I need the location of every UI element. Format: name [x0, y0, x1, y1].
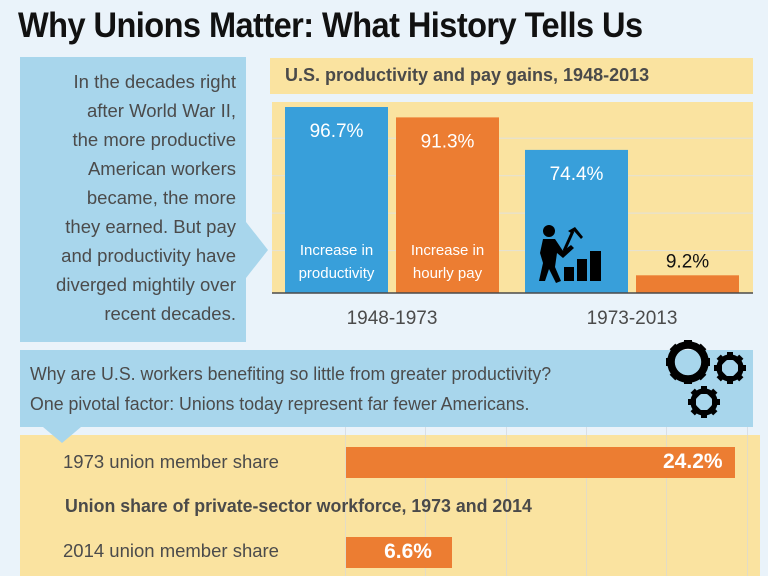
- page-title: Why Unions Matter: What History Tells Us: [18, 6, 643, 45]
- question-line-1: Why are U.S. workers benefiting so littl…: [30, 363, 552, 384]
- question-callout: Why are U.S. workers benefiting so littl…: [20, 350, 753, 427]
- gridline: [586, 427, 587, 435]
- gridline: [425, 435, 426, 576]
- category-label-1948-1973: 1948-1973: [346, 308, 438, 329]
- bar-texts: 96.7% 74.4% Increase in productivity 91.3% 9.…: [299, 121, 710, 282]
- union-share-bar-2014: [346, 537, 453, 568]
- gridline: [345, 427, 346, 435]
- bars: [285, 107, 739, 293]
- intro-callout: In the decades right after World War II,…: [20, 57, 246, 342]
- union-share-title: Union share of private-sector workforce,…: [65, 495, 532, 516]
- gridline: [506, 427, 507, 435]
- gridlines: [272, 137, 753, 252]
- question-callout-pointer: [43, 427, 81, 443]
- bar-value-label: 91.3%: [421, 131, 475, 152]
- row-label-1973: 1973 union member share: [63, 451, 279, 472]
- plot-area: [272, 102, 753, 293]
- gridline: [425, 427, 426, 435]
- worker-with-pickaxe-icon: [539, 225, 601, 283]
- gridline: [586, 435, 587, 576]
- gridline: [506, 435, 507, 576]
- series-label: productivity: [299, 265, 375, 282]
- chart-title-bar: U.S. productivity and pay gains, 1948-20…: [270, 58, 753, 94]
- category-label-1973-2013: 1973-2013: [586, 308, 678, 329]
- union-share-bar-1973: [346, 447, 735, 478]
- series-label: Increase in: [300, 242, 373, 259]
- row-label-2014: 2014 union member share: [63, 540, 279, 561]
- bar-value-label: 74.4%: [550, 164, 604, 185]
- gridline: [666, 427, 667, 435]
- question-line-2: One pivotal factor: Unions today represe…: [30, 393, 530, 414]
- union-share-value-2014: 6.6%: [384, 540, 432, 563]
- chart-title: U.S. productivity and pay gains, 1948-20…: [285, 65, 650, 85]
- gridline: [747, 427, 748, 435]
- gridline: [345, 435, 346, 576]
- gridline: [666, 435, 667, 576]
- series-label: Increase in: [411, 242, 484, 259]
- gears-icon: [666, 340, 746, 418]
- intro-callout-pointer: [246, 222, 268, 278]
- gridline: [747, 435, 748, 576]
- bar-productivity-1948-1973: [285, 107, 388, 293]
- bar-hourly-pay-1973-2013: [636, 275, 739, 293]
- intro-callout-text: In the decades right after World War II,…: [56, 71, 236, 324]
- series-label: hourly pay: [413, 265, 483, 282]
- bar-hourly-pay-1948-1973: [396, 117, 499, 293]
- bar-value-label: 9.2%: [666, 251, 709, 272]
- union-share-value-1973: 24.2%: [663, 450, 723, 473]
- bar-value-label: 96.7%: [310, 121, 364, 142]
- bar-productivity-1973-2013: [525, 149, 628, 293]
